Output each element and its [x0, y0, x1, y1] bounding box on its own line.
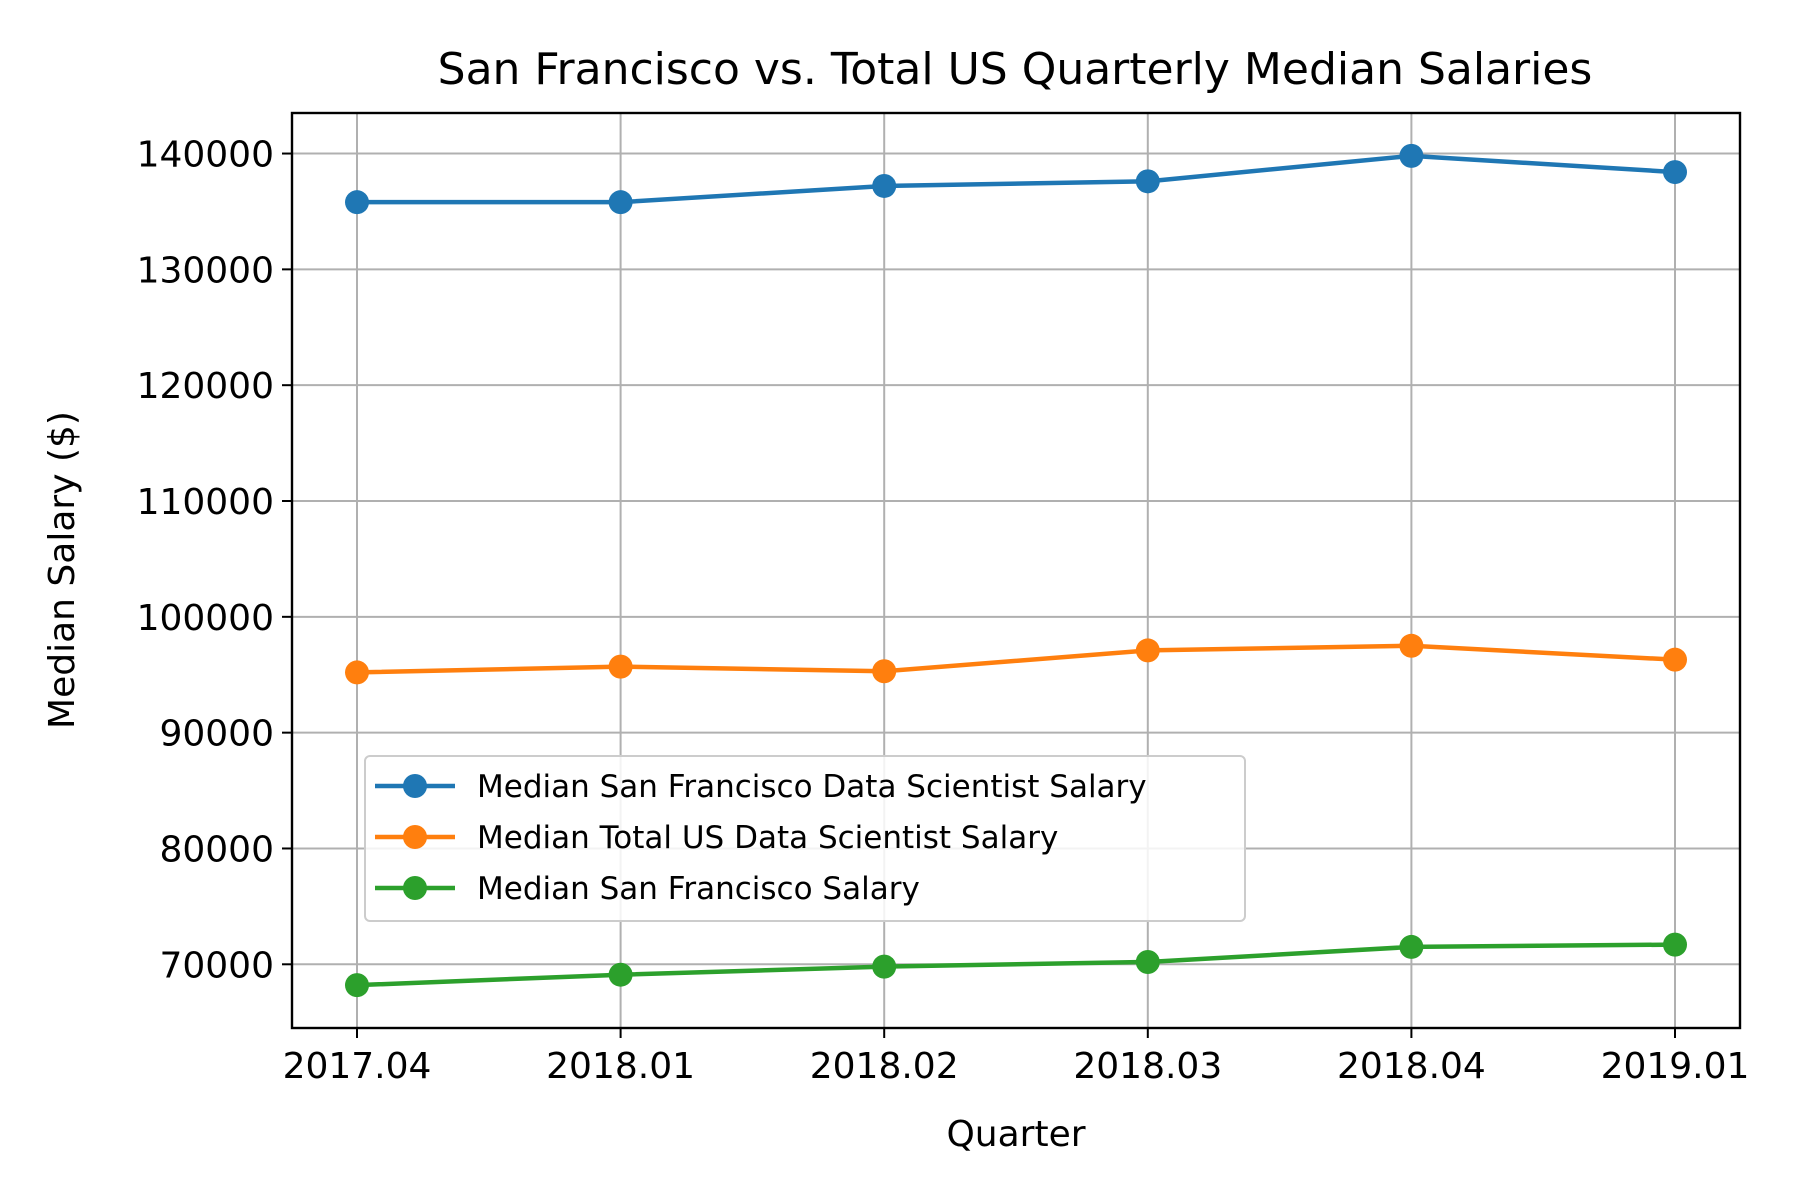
legend-label: Median San Francisco Salary — [477, 871, 920, 907]
data-point — [872, 659, 897, 684]
plot-frame — [290, 111, 1742, 1030]
x-tick-label: 2018.01 — [546, 1046, 695, 1087]
data-point — [1663, 160, 1687, 185]
legend-marker — [403, 876, 427, 900]
y-tick-label: 80000 — [159, 829, 274, 870]
data-point — [1399, 633, 1424, 658]
legend-entries: Median San Francisco Data Scientist Sala… — [375, 769, 1147, 907]
x-tick-label: 2017.04 — [283, 1046, 432, 1087]
data-point — [345, 973, 369, 998]
data-point — [872, 954, 897, 979]
x-axis-label: Quarter — [946, 1114, 1085, 1155]
x-tick-label: 2018.04 — [1337, 1046, 1486, 1087]
y-tick-label: 120000 — [137, 366, 274, 407]
y-tick-label: 100000 — [137, 598, 274, 639]
y-tick-label: 70000 — [159, 945, 274, 986]
data-point — [1135, 169, 1160, 194]
data-point — [608, 190, 633, 215]
legend-entry: Median Total US Data Scientist Salary — [375, 820, 1058, 856]
data-point — [1135, 949, 1160, 974]
y-tick-label: 110000 — [137, 482, 274, 523]
x-tick-label: 2018.02 — [810, 1046, 959, 1087]
legend-label: Median San Francisco Data Scientist Sala… — [477, 769, 1147, 805]
data-point — [608, 654, 633, 679]
data-point — [608, 962, 633, 987]
x-tick-label: 2018.03 — [1073, 1046, 1222, 1087]
legend: Median San Francisco Data Scientist Sala… — [364, 755, 1246, 922]
legend-marker — [403, 774, 427, 798]
series-lines — [345, 143, 1687, 998]
legend-box — [364, 755, 1246, 922]
series-3 — [345, 932, 1687, 998]
data-point — [1399, 143, 1424, 168]
data-point — [345, 190, 369, 215]
data-point — [1663, 647, 1687, 672]
legend-entry: Median San Francisco Data Scientist Sala… — [375, 769, 1147, 805]
series-line — [356, 643, 1676, 675]
series-2 — [345, 633, 1687, 685]
series-line — [357, 153, 1676, 205]
y-tick-label: 140000 — [137, 135, 274, 176]
data-point — [1663, 932, 1687, 957]
legend-entry: Median San Francisco Salary — [375, 871, 920, 907]
data-point — [872, 173, 897, 198]
legend-label: Median Total US Data Scientist Salary — [477, 820, 1058, 856]
legend-marker — [403, 825, 427, 849]
y-tick-label: 130000 — [137, 250, 274, 291]
y-tick-label: 90000 — [159, 714, 274, 755]
chart-title: San Francisco vs. Total US Quarterly Med… — [438, 44, 1593, 95]
x-tick-label: 2019.01 — [1601, 1046, 1750, 1087]
data-point — [1399, 934, 1424, 959]
data-point — [345, 660, 369, 685]
axes: 2017.04 2018.01 2018.02 2018.03 2018.04 2019.… — [137, 135, 1750, 1087]
series-line — [356, 942, 1676, 988]
data-point — [1135, 638, 1160, 663]
series-1 — [345, 143, 1687, 215]
y-axis-label: Median Salary ($) — [42, 411, 83, 729]
